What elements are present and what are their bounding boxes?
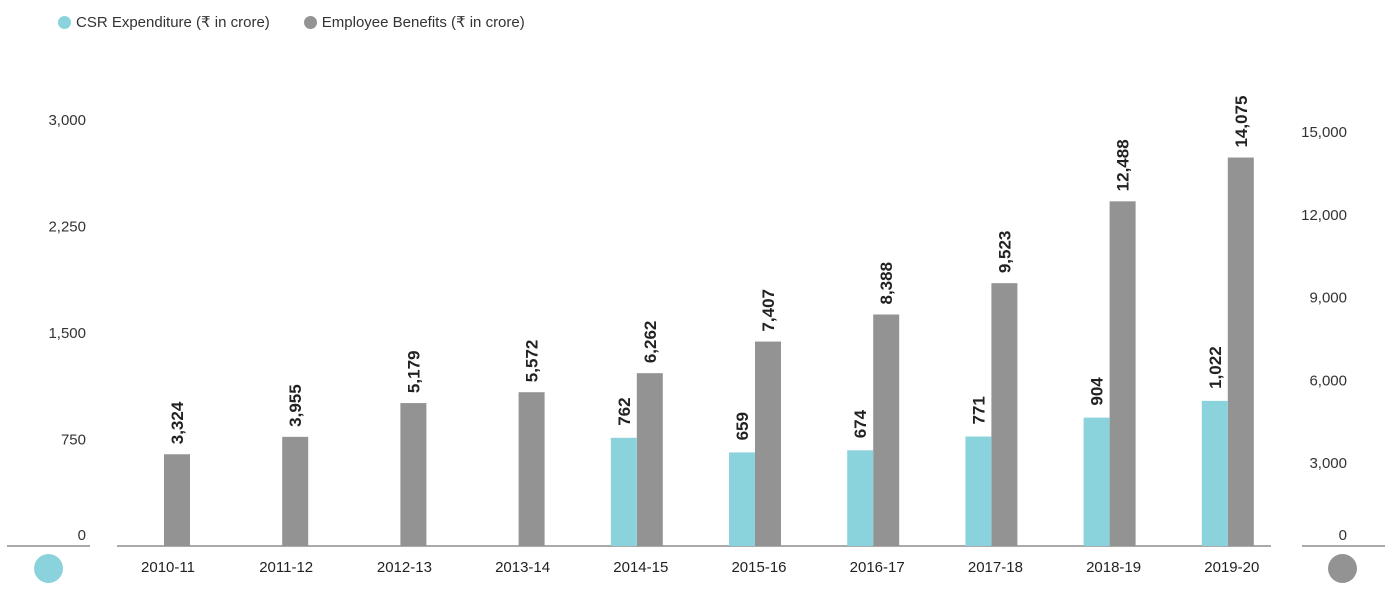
employee-benefits-bar [1227,157,1254,546]
csr-expenditure-bar [610,437,637,546]
left-axis-csr-marker [34,554,63,583]
right-axis-tick-label: 12,000 [1301,207,1347,224]
employee-benefits-value-label: 6,262 [641,321,660,364]
right-axis-employee-benefits-marker [1328,554,1357,583]
left-axis-tick-label: 1,500 [48,325,86,342]
employee-benefits-value-label: 3,955 [286,384,305,427]
legend-swatch-employee-benefits [303,15,317,29]
x-axis-label: 2010-11 [141,559,195,576]
employee-benefits-bar [1109,201,1136,546]
csr-expenditure-value-label: 904 [1088,377,1107,406]
employee-benefits-value-label: 3,324 [168,401,187,444]
x-axis-label: 2012-13 [377,559,432,576]
employee-benefits-bar [518,392,545,546]
right-y-axis: 0 3,000 6,000 9,000 12,000 15,000 [1301,124,1347,544]
employee-benefits-bar [164,454,190,546]
left-axis-tick-label: 3,000 [48,112,86,129]
employee-benefits-value-label: 8,388 [877,262,896,305]
csr-expenditure-value-label: 659 [733,412,752,440]
employee-benefits-bar [636,373,663,546]
csr-expenditure-value-label: 674 [851,409,870,438]
employee-benefits-bar [282,436,309,546]
value-labels: 3,324 3,955 5,179 5,572 6,262 762 7,407 659 8,38… [168,96,1251,445]
left-axis-tick-label: 2,250 [48,219,86,236]
x-axis-label: 2015-16 [731,559,786,576]
employee-benefits-bar [873,314,900,546]
employee-benefits-bar [755,341,781,546]
employee-benefits-value-label: 7,407 [759,289,778,332]
employee-benefits-value-label: 12,488 [1114,139,1133,191]
x-axis-label: 2018-19 [1086,559,1141,576]
employee-benefits-value-label: 5,572 [523,340,542,383]
chart-legend: CSR Expenditure (₹ in crore) Employee Be… [58,10,525,34]
employee-benefits-bar [400,403,427,546]
csr-expenditure-bar [847,450,874,546]
right-axis-tick-label: 0 [1339,527,1347,544]
employee-benefits-value-label: 14,075 [1232,96,1251,148]
left-y-axis: 0 750 1,500 2,250 3,000 [48,112,86,544]
employee-benefits-bar [991,283,1018,546]
csr-expenditure-bar [729,452,755,546]
csr-expenditure-bar [1083,417,1110,546]
right-axis-tick-label: 6,000 [1309,372,1347,389]
right-axis-tick-label: 15,000 [1301,124,1347,141]
legend-swatch-csr [58,15,71,29]
x-axis-label: 2019-20 [1204,559,1259,576]
csr-expenditure-value-label: 762 [615,397,634,425]
employee-benefits-value-label: 5,179 [404,351,423,394]
csr-expenditure-value-label: 1,022 [1206,346,1225,389]
x-axis-labels: 2010-11 2011-12 2012-13 2013-14 2014-15 2015-… [141,559,1259,576]
x-axis-label: 2013-14 [495,559,550,576]
bars [164,157,1254,546]
x-axis-label: 2011-12 [259,559,313,576]
legend-item-csr: CSR Expenditure (₹ in crore) [58,13,270,31]
left-axis-tick-label: 750 [61,432,86,449]
employee-benefits-value-label: 9,523 [995,231,1014,274]
right-axis-tick-label: 3,000 [1309,455,1347,472]
left-axis-tick-label: 0 [78,527,86,544]
csr-expenditure-bar [1201,400,1228,546]
legend-label-csr: CSR Expenditure (₹ in crore) [76,14,270,31]
legend-label-employee-benefits: Employee Benefits (₹ in crore) [321,14,525,31]
legend-item-employee-benefits: Employee Benefits (₹ in crore) [303,13,525,31]
csr-expenditure-value-label: 771 [969,396,988,424]
csr-expenditure-bar [965,436,992,546]
x-axis-label: 2014-15 [613,559,668,576]
x-axis-label: 2017-18 [968,559,1023,576]
right-axis-tick-label: 9,000 [1309,290,1347,307]
x-axis-label: 2016-17 [850,559,905,576]
